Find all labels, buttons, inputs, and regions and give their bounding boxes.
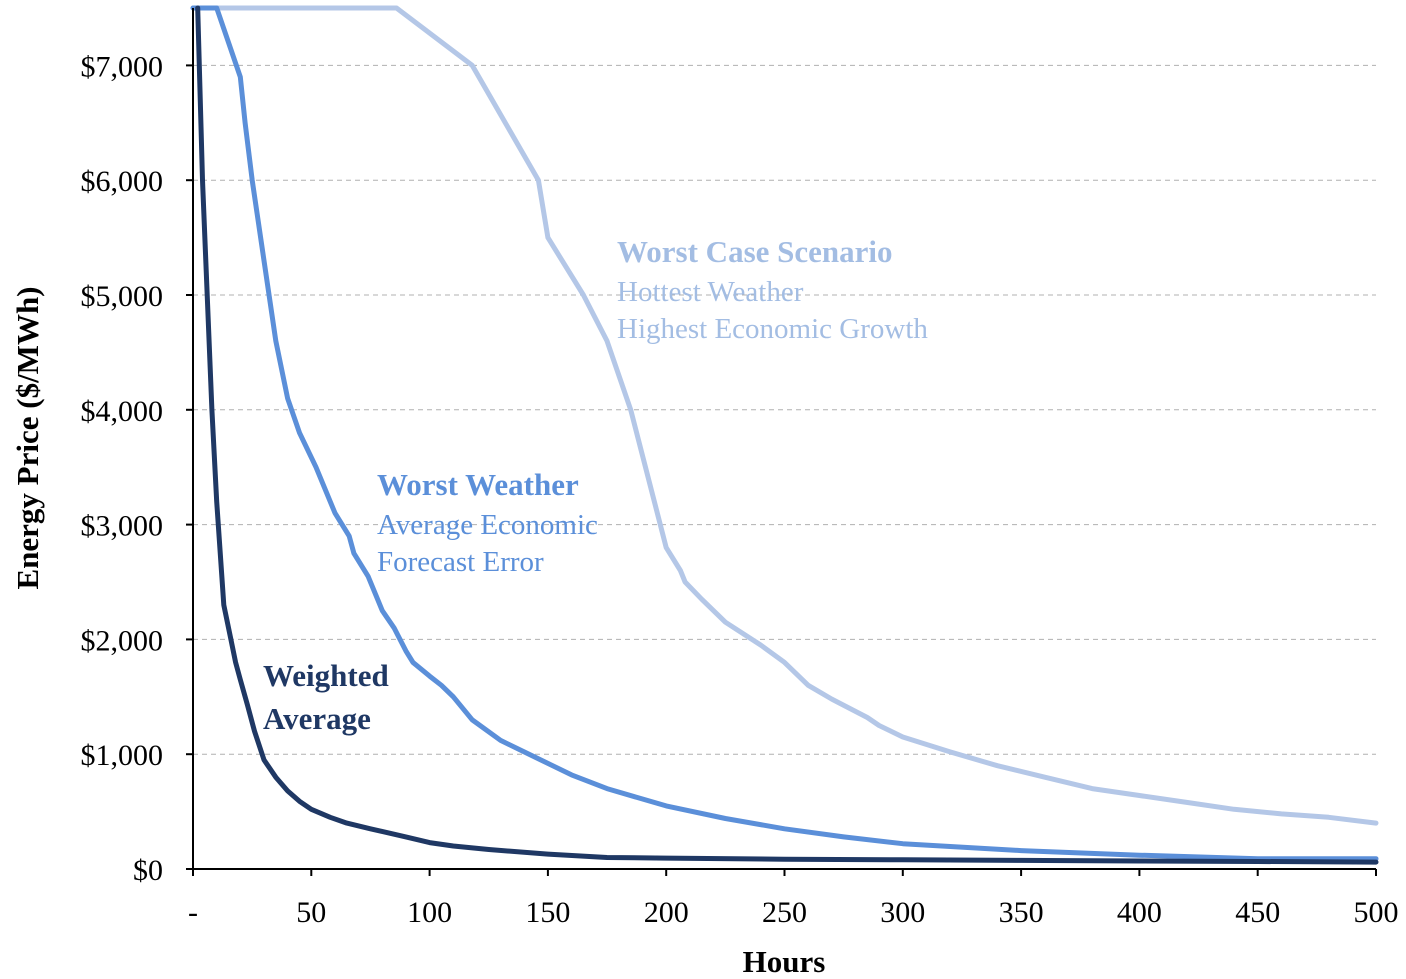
x-tick-label-7: 350 <box>999 896 1044 929</box>
x-axis-ticks: - 50 100 150 200 250 300 350 400 450 500 <box>188 869 1399 929</box>
axes <box>193 8 1376 869</box>
annotation-weighted-average-line-2: Average <box>263 701 371 736</box>
x-tick-label-4: 200 <box>644 896 689 929</box>
y-tick-label-2: $2,000 <box>81 624 164 657</box>
annotation-worst-weather: Worst Weather Average Economic Forecast … <box>377 467 598 578</box>
x-tick-label-5: 250 <box>762 896 807 929</box>
annotation-worst-weather-line-1: Average Economic <box>377 509 598 541</box>
y-tick-label-3: $3,000 <box>81 510 164 543</box>
x-tick-label-0: - <box>188 896 198 929</box>
annotation-weighted-average-line-1: Weighted <box>263 658 389 693</box>
y-tick-label-7: $7,000 <box>81 50 164 83</box>
y-tick-label-1: $1,000 <box>81 739 164 772</box>
x-tick-label-3: 150 <box>525 896 570 929</box>
x-tick-label-9: 450 <box>1235 896 1280 929</box>
y-axis-ticks: $0 $1,000 $2,000 $3,000 $4,000 $5,000 $6,000 $7… <box>81 50 194 887</box>
annotation-worst-weather-line-2: Forecast Error <box>377 546 544 578</box>
y-axis-title: Energy Price ($/MWh) <box>10 286 45 589</box>
x-axis-title: Hours <box>743 944 826 979</box>
y-tick-label-4: $4,000 <box>81 395 164 428</box>
y-tick-label-0: $0 <box>133 854 163 887</box>
annotation-worst-case-line-2: Highest Economic Growth <box>617 313 928 345</box>
x-tick-label-1: 50 <box>296 896 326 929</box>
series-line-weighted-average <box>198 8 1376 862</box>
x-tick-label-2: 100 <box>407 896 452 929</box>
x-tick-label-8: 400 <box>1117 896 1162 929</box>
annotation-worst-case: Worst Case Scenario Hottest Weather High… <box>617 234 928 345</box>
y-tick-label-5: $5,000 <box>81 280 164 313</box>
annotation-weighted-average: Weighted Average <box>263 658 389 736</box>
gridlines <box>193 65 1376 754</box>
y-tick-label-6: $6,000 <box>81 165 164 198</box>
annotation-worst-weather-title: Worst Weather <box>377 467 579 502</box>
annotation-worst-case-title: Worst Case Scenario <box>617 234 893 269</box>
annotation-worst-case-line-1: Hottest Weather <box>617 276 804 308</box>
x-tick-label-10: 500 <box>1354 896 1399 929</box>
x-tick-label-6: 300 <box>880 896 925 929</box>
